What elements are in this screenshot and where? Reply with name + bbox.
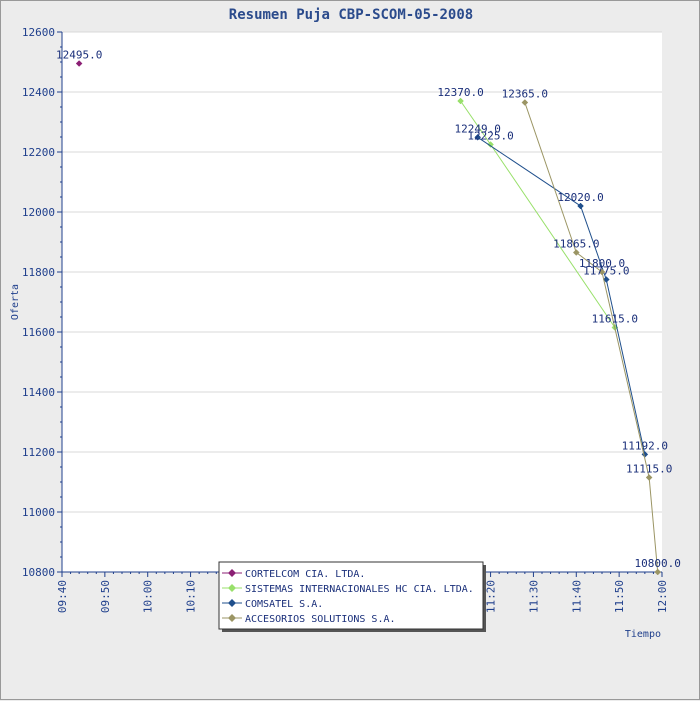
grid-lines: [62, 31, 662, 513]
legend-entry-label: CORTELCOM CIA. LTDA.: [245, 569, 365, 580]
y-tick-label: 10800: [22, 566, 55, 579]
y-axis-label: Oferta: [10, 284, 21, 320]
data-label: 12495.0: [56, 49, 102, 62]
data-label: 11865.0: [553, 238, 599, 251]
data-label: 10800.0: [635, 557, 681, 570]
x-tick-label: 12:00: [656, 580, 669, 613]
data-point-marker: [577, 202, 584, 210]
data-point-marker: [572, 249, 580, 256]
data-point-marker: [487, 141, 494, 148]
y-tick-label: 12200: [22, 146, 55, 159]
series-lines: [75, 60, 662, 576]
data-label: 11115.0: [626, 463, 672, 476]
data-point-marker: [474, 133, 482, 141]
data-point-marker: [654, 568, 662, 576]
x-tick-label: 11:30: [527, 580, 540, 613]
data-label: 12365.0: [502, 88, 548, 101]
y-tick-label: 11800: [22, 266, 55, 279]
data-label: 12225.0: [467, 130, 513, 143]
x-tick-label: 09:40: [56, 580, 69, 613]
x-tick-label: 09:50: [99, 580, 112, 613]
x-tick-label: 10:00: [142, 580, 155, 613]
y-tick-label: 12000: [22, 206, 55, 219]
x-tick-label: 11:40: [570, 580, 583, 613]
data-labels: 12495.0 12370.0 12225.0 11615.0 12249.0 12020…: [56, 49, 681, 571]
data-label: 11192.0: [622, 439, 668, 452]
y-tick-label: 12400: [22, 86, 55, 99]
chart-title: Resumen Puja CBP-SCOM-05-2008: [229, 7, 473, 23]
legend-marker: [228, 599, 236, 607]
y-tick-label: 11200: [22, 446, 55, 459]
x-tick-label: 11:50: [613, 580, 626, 613]
legend-marker: [228, 584, 236, 592]
y-tick-label: 11000: [22, 506, 55, 519]
data-point-marker: [645, 474, 653, 481]
data-label: 11775.0: [583, 265, 629, 278]
legend: CORTELCOM CIA. LTDA. SISTEMAS INTERNACION…: [218, 561, 486, 632]
legend-entry-label: COMSATEL S.A.: [245, 599, 323, 610]
data-point-marker: [457, 97, 464, 105]
plot-area: [62, 32, 662, 572]
data-point-marker: [521, 99, 529, 106]
legend-box: [218, 561, 484, 630]
legend-entry-label: SISTEMAS INTERNACIONALES HC CIA. LTDA.: [245, 584, 474, 595]
data-point-marker: [598, 268, 606, 276]
legend-marker: [228, 614, 236, 622]
y-tick-label: 12600: [22, 26, 55, 39]
data-label: 12370.0: [437, 86, 483, 99]
data-label: 11615.0: [592, 313, 638, 326]
data-point-marker: [602, 276, 610, 283]
data-label: 12249.0: [455, 122, 501, 135]
legend-marker: [228, 569, 236, 577]
y-tick-label: 11400: [22, 386, 55, 399]
data-point-marker: [75, 60, 83, 67]
data-label: 12020.0: [557, 191, 603, 204]
data-label: 11800.0: [579, 257, 625, 270]
x-tick-label: 10:10: [185, 580, 198, 613]
y-tick-label: 11600: [22, 326, 55, 339]
legend-entry-label: ACCESORIOS SOLUTIONS S.A.: [245, 614, 396, 625]
x-axis-label: Tiempo: [625, 629, 661, 640]
series-line: [477, 136, 646, 455]
x-tick-label: 11:20: [485, 580, 498, 613]
